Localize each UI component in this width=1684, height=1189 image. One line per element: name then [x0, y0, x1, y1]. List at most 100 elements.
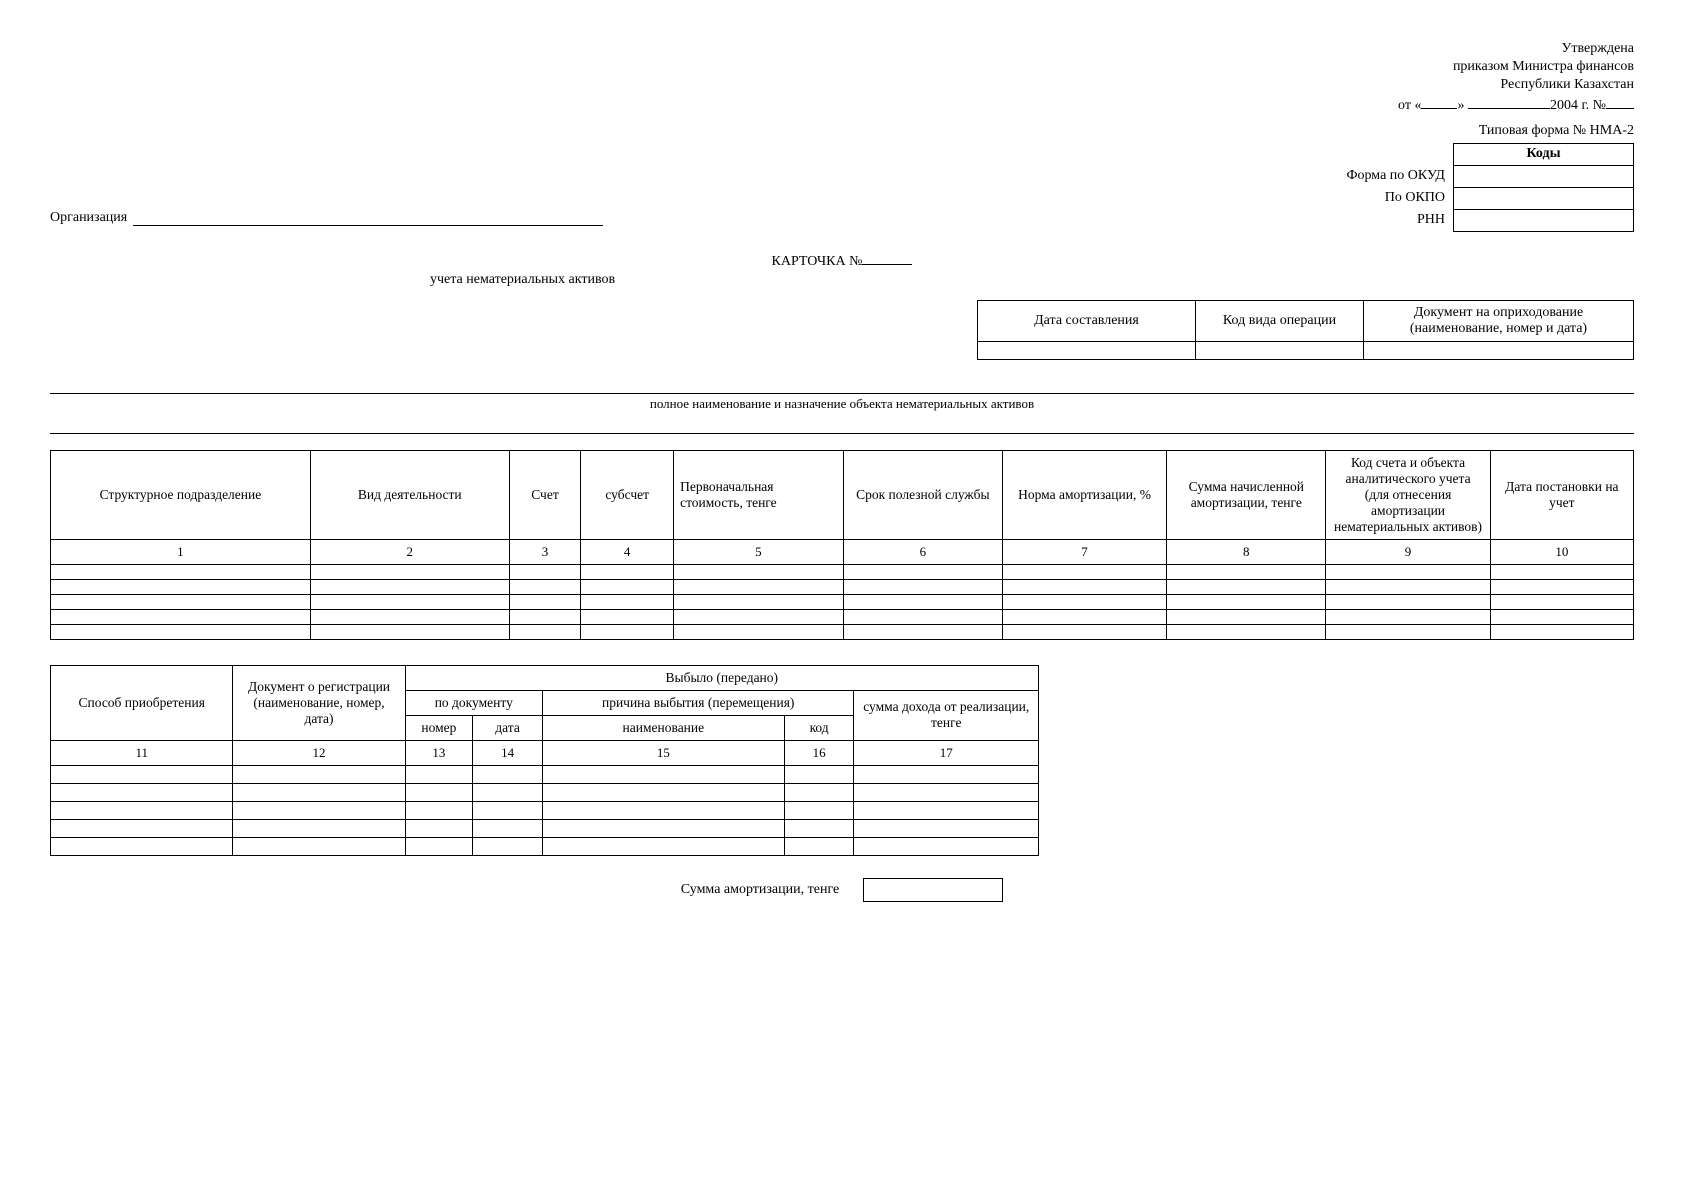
fullname-caption: полное наименование и назначение объекта… — [50, 396, 1634, 412]
table-cell[interactable] — [233, 837, 405, 855]
table-cell[interactable] — [581, 579, 674, 594]
second-th: Выбыло (передано) — [405, 665, 1038, 690]
table-cell[interactable] — [473, 765, 543, 783]
table-cell[interactable] — [509, 594, 581, 609]
table-cell[interactable] — [51, 624, 311, 639]
codes-row-value[interactable] — [1454, 187, 1634, 209]
table-cell[interactable] — [51, 564, 311, 579]
table-cell[interactable] — [1167, 564, 1326, 579]
table-cell[interactable] — [233, 765, 405, 783]
table-cell[interactable] — [674, 594, 844, 609]
table-cell[interactable] — [542, 837, 784, 855]
table-cell[interactable] — [1490, 579, 1633, 594]
table-cell[interactable] — [542, 783, 784, 801]
table-cell[interactable] — [405, 819, 473, 837]
table-cell[interactable] — [509, 624, 581, 639]
table-cell[interactable] — [473, 819, 543, 837]
table-cell[interactable] — [310, 564, 509, 579]
table-cell[interactable] — [1490, 594, 1633, 609]
table-cell[interactable] — [1167, 609, 1326, 624]
table-cell[interactable] — [51, 579, 311, 594]
table-cell[interactable] — [1167, 594, 1326, 609]
table-cell[interactable] — [1167, 579, 1326, 594]
table-cell[interactable] — [1490, 609, 1633, 624]
table-cell[interactable] — [405, 801, 473, 819]
table-cell[interactable] — [843, 564, 1002, 579]
table-cell[interactable] — [233, 783, 405, 801]
table-cell[interactable] — [542, 765, 784, 783]
table-cell[interactable] — [1326, 564, 1490, 579]
top-meta-v3[interactable] — [1364, 341, 1634, 359]
table-cell[interactable] — [1326, 609, 1490, 624]
table-cell[interactable] — [784, 819, 854, 837]
table-cell[interactable] — [51, 609, 311, 624]
table-cell[interactable] — [843, 609, 1002, 624]
table-cell[interactable] — [854, 837, 1039, 855]
table-cell[interactable] — [1326, 594, 1490, 609]
table-cell[interactable] — [542, 801, 784, 819]
table-cell[interactable] — [854, 765, 1039, 783]
codes-row-value[interactable] — [1454, 209, 1634, 231]
table-cell[interactable] — [1326, 579, 1490, 594]
table-cell[interactable] — [674, 579, 844, 594]
table-cell[interactable] — [674, 609, 844, 624]
amortization-value-box[interactable] — [863, 878, 1003, 902]
table-cell[interactable] — [1490, 564, 1633, 579]
table-cell[interactable] — [1002, 594, 1166, 609]
table-cell[interactable] — [473, 801, 543, 819]
table-cell[interactable] — [784, 783, 854, 801]
table-cell[interactable] — [51, 801, 233, 819]
table-cell[interactable] — [405, 783, 473, 801]
table-cell[interactable] — [784, 765, 854, 783]
top-meta-h1: Дата составления — [978, 300, 1196, 341]
table-cell[interactable] — [674, 624, 844, 639]
top-meta-v2[interactable] — [1196, 341, 1364, 359]
table-cell[interactable] — [581, 564, 674, 579]
table-cell[interactable] — [51, 783, 233, 801]
table-cell[interactable] — [473, 837, 543, 855]
table-cell[interactable] — [843, 594, 1002, 609]
table-cell[interactable] — [1002, 624, 1166, 639]
table-cell[interactable] — [581, 609, 674, 624]
top-meta-v1[interactable] — [978, 341, 1196, 359]
table-cell[interactable] — [854, 783, 1039, 801]
table-cell[interactable] — [473, 783, 543, 801]
table-cell[interactable] — [310, 594, 509, 609]
table-cell[interactable] — [1167, 624, 1326, 639]
table-cell[interactable] — [843, 624, 1002, 639]
fullname-input-line[interactable] — [50, 378, 1634, 394]
table-cell[interactable] — [854, 801, 1039, 819]
table-cell[interactable] — [405, 765, 473, 783]
table-cell[interactable] — [509, 609, 581, 624]
table-cell[interactable] — [674, 564, 844, 579]
table-row — [51, 624, 1634, 639]
table-cell[interactable] — [509, 564, 581, 579]
table-cell[interactable] — [1002, 579, 1166, 594]
table-cell[interactable] — [854, 819, 1039, 837]
table-cell[interactable] — [51, 819, 233, 837]
table-cell[interactable] — [542, 819, 784, 837]
organization-input-line[interactable] — [133, 212, 603, 226]
table-cell[interactable] — [51, 594, 311, 609]
table-cell[interactable] — [1002, 564, 1166, 579]
table-cell[interactable] — [310, 609, 509, 624]
table-cell[interactable] — [1490, 624, 1633, 639]
table-cell[interactable] — [784, 801, 854, 819]
table-cell[interactable] — [310, 579, 509, 594]
table-cell[interactable] — [1002, 609, 1166, 624]
table-cell[interactable] — [581, 624, 674, 639]
fullname-input-line-2[interactable] — [50, 418, 1634, 434]
table-cell[interactable] — [51, 837, 233, 855]
table-cell[interactable] — [843, 579, 1002, 594]
table-cell[interactable] — [233, 819, 405, 837]
table-cell[interactable] — [1326, 624, 1490, 639]
table-cell[interactable] — [784, 837, 854, 855]
table-cell[interactable] — [405, 837, 473, 855]
codes-row-value[interactable] — [1454, 165, 1634, 187]
card-number-line[interactable] — [862, 251, 912, 265]
table-cell[interactable] — [310, 624, 509, 639]
table-cell[interactable] — [509, 579, 581, 594]
table-cell[interactable] — [233, 801, 405, 819]
table-cell[interactable] — [51, 765, 233, 783]
table-cell[interactable] — [581, 594, 674, 609]
